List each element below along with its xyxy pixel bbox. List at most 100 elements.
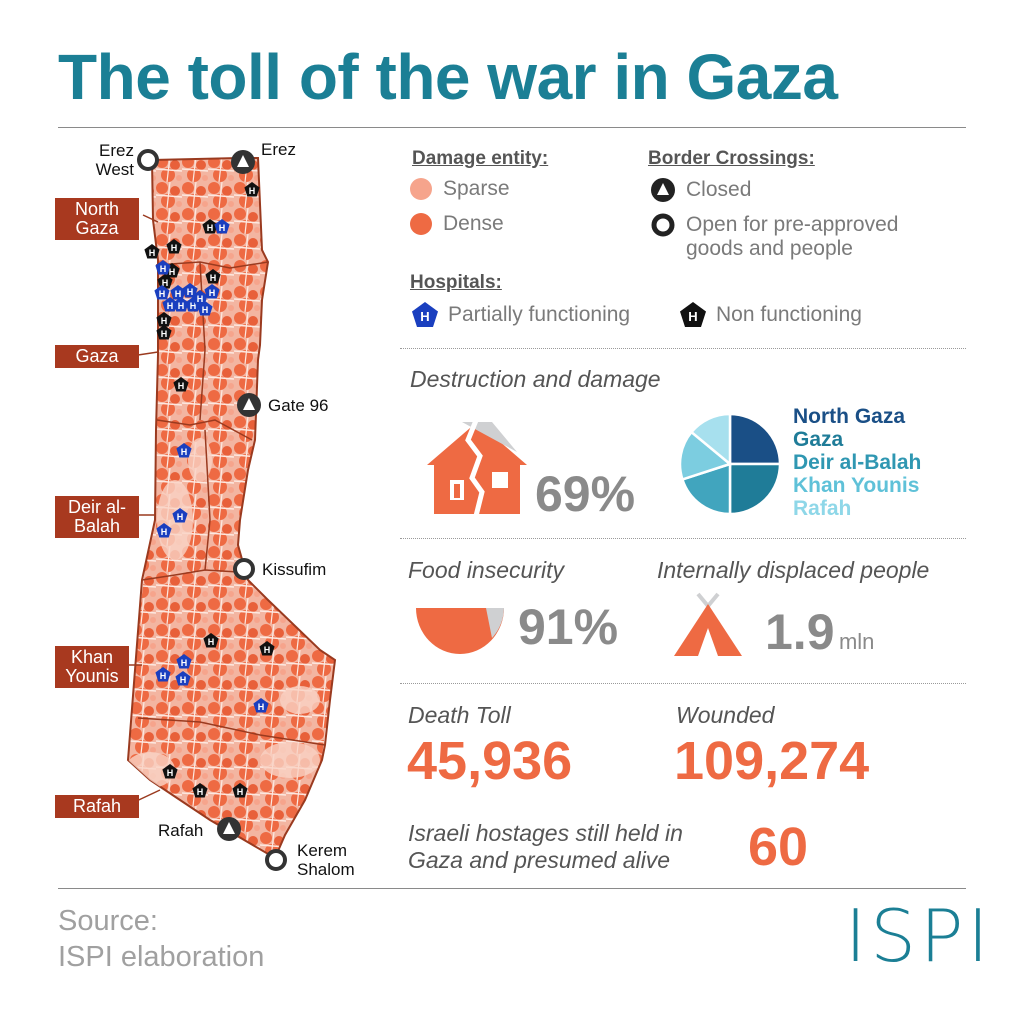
crossing-kissufim — [233, 558, 255, 580]
pie-legend-rafah: Rafah — [793, 497, 852, 520]
pie-slice-north-gaza — [728, 412, 782, 466]
idp-value-group: 1.9 mln — [765, 603, 874, 661]
svg-text:H: H — [161, 527, 168, 537]
svg-text:H: H — [202, 305, 209, 315]
closed-crossing-icon — [651, 178, 675, 202]
open-crossing-icon — [651, 213, 675, 237]
pie-legend: North Gaza Gaza Deir al-Balah Khan Youni… — [793, 405, 921, 520]
legend-crossings-heading: Border Crossings: — [648, 148, 815, 169]
svg-text:H: H — [178, 301, 185, 311]
svg-text:H: H — [160, 264, 167, 274]
hospital-partial-icon: H — [412, 302, 438, 327]
sparse-swatch-icon — [410, 178, 432, 200]
region-label-gaza: Gaza — [55, 345, 139, 368]
svg-text:H: H — [197, 787, 204, 797]
svg-text:H: H — [175, 289, 182, 299]
legend-non-label: Non functioning — [716, 303, 862, 326]
region-label-north-gaza: North Gaza — [55, 198, 139, 240]
svg-text:H: H — [258, 702, 265, 712]
hospital-non-functioning-icon: H — [680, 302, 706, 327]
pie-legend-khan-younis: Khan Younis — [793, 474, 920, 497]
legend-open-label: Open for pre-approved goods and people — [686, 213, 899, 260]
svg-text:H: H — [197, 294, 204, 304]
source-text: ISPI elaboration — [58, 941, 265, 973]
crossing-kerem-shalom — [265, 849, 287, 871]
destruction-pie-chart — [678, 412, 782, 516]
hostages-heading: Israeli hostages still held in Gaza and … — [408, 820, 683, 873]
svg-text:H: H — [208, 637, 215, 647]
legend-hospitals-heading: Hospitals: — [410, 272, 502, 293]
crossing-label-gate96: Gate 96 — [268, 396, 329, 415]
idp-heading: Internally displaced people — [657, 557, 930, 583]
svg-text:H: H — [181, 658, 188, 668]
crossing-erez-west — [137, 149, 159, 171]
divider-3 — [400, 683, 966, 684]
svg-text:H: H — [237, 787, 244, 797]
death-heading: Death Toll — [408, 702, 511, 728]
food-percent: 91% — [518, 599, 619, 655]
legend-partial-label: Partially functioning — [448, 303, 631, 326]
svg-text:H: H — [167, 301, 174, 311]
hospital-markers-partial: H H H H H H H H H H H H H H H H H H — [154, 219, 269, 713]
ispi-logo: ISPI — [845, 894, 993, 978]
region-label-deir-al-balah: Deir al-Balah — [55, 496, 139, 538]
idp-value: 1.9 — [765, 604, 835, 660]
svg-text:H: H — [169, 267, 176, 277]
crossing-label-erez: Erez — [261, 140, 296, 159]
svg-text:H: H — [210, 273, 217, 283]
legend-damage-heading: Damage entity: — [412, 148, 549, 169]
wounded-value: 109,274 — [674, 731, 870, 791]
legend-sparse-label: Sparse — [443, 177, 510, 200]
hospital-non-letter: H — [688, 309, 697, 324]
svg-text:H: H — [159, 289, 166, 299]
crossing-label-kerem-shalom: Kerem Shalom — [297, 841, 355, 879]
legend-closed-label: Closed — [686, 178, 752, 201]
wounded-heading: Wounded — [676, 702, 775, 728]
idp-unit: mln — [838, 629, 875, 654]
page-title: The toll of the war in Gaza — [58, 41, 838, 113]
svg-text:H: H — [178, 381, 185, 391]
gaza-damage-map: H H H H H H H H H H H H H H H H H H H H … — [126, 149, 337, 871]
legend-dense-label: Dense — [443, 212, 504, 235]
dense-swatch-icon — [410, 213, 432, 235]
pie-slice-rafah — [689, 412, 732, 467]
region-label-khan-younis: Khan Younis — [55, 646, 129, 688]
hospital-markers-non-functioning: H H H H H H H H H H H H H H H — [144, 182, 275, 798]
crossing-gate96 — [237, 393, 261, 417]
crossing-erez — [231, 150, 255, 174]
region-label-rafah: Rafah — [55, 795, 139, 818]
svg-text:H: H — [171, 243, 178, 253]
svg-text:H: H — [161, 329, 168, 339]
crossing-label-rafah: Rafah — [158, 821, 204, 840]
destruction-percent: 69% — [535, 466, 636, 522]
damaged-house-icon — [427, 417, 527, 517]
svg-text:H: H — [162, 278, 169, 288]
crossing-label-kissufim: Kissufim — [262, 560, 327, 579]
bowl-icon — [416, 608, 504, 654]
pie-slice-gaza — [728, 462, 782, 516]
divider-2 — [400, 538, 966, 539]
divider-1 — [400, 348, 966, 349]
tent-icon — [674, 592, 742, 656]
svg-text:H: H — [181, 447, 188, 457]
crossing-rafah — [217, 817, 241, 841]
svg-text:H: H — [190, 301, 197, 311]
hospital-partial-letter: H — [420, 309, 429, 324]
hostages-value: 60 — [748, 817, 809, 877]
death-value: 45,936 — [407, 731, 573, 791]
svg-text:H: H — [219, 223, 226, 233]
source-label: Source: — [58, 905, 158, 937]
svg-text:H: H — [180, 675, 187, 685]
top-divider — [58, 127, 966, 128]
svg-text:H: H — [249, 186, 256, 196]
svg-text:H: H — [209, 288, 216, 298]
crossing-label-erez-west: Erez West — [95, 141, 134, 179]
bottom-divider — [58, 888, 966, 889]
svg-text:H: H — [177, 512, 184, 522]
food-heading: Food insecurity — [408, 557, 564, 583]
svg-text:H: H — [160, 671, 167, 681]
pie-legend-north-gaza: North Gaza — [793, 405, 906, 428]
svg-text:H: H — [264, 645, 271, 655]
svg-text:H: H — [161, 316, 168, 326]
svg-text:H: H — [149, 248, 156, 258]
